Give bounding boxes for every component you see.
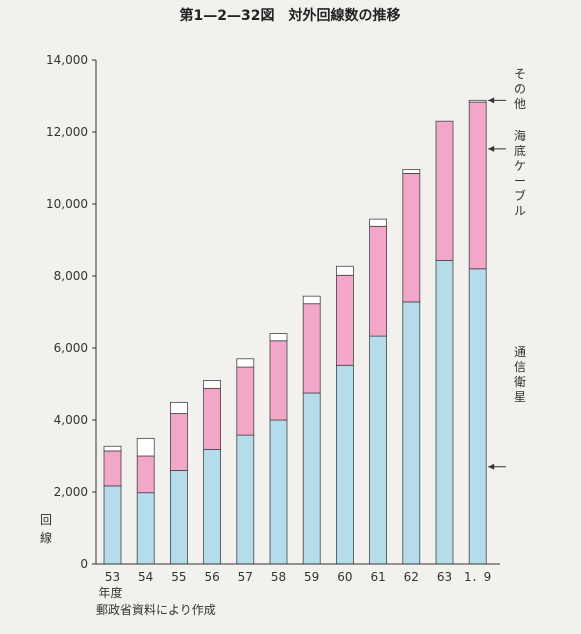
bar-segment <box>136 492 155 565</box>
x-tick-label: 55 <box>171 570 186 584</box>
legend-label-char: 星 <box>514 390 526 404</box>
bar-segment <box>302 303 321 394</box>
y-tick-label: 14,000 <box>46 53 88 67</box>
chart-title: 第1—2—32図 対外回線数の推移 <box>180 7 401 24</box>
source-note: 郵政省資料により作成 <box>96 603 216 617</box>
bar-segment <box>369 335 388 565</box>
bar-segment <box>103 485 122 565</box>
labels: 0 2,000 4,000 6,000 8,000 10,000 12,000 14,000 5… <box>40 53 526 617</box>
x-tick-label: 61 <box>370 570 385 584</box>
bar-segment <box>269 340 288 421</box>
bar-segment <box>269 333 288 342</box>
legend-label-char: 衛 <box>514 375 526 389</box>
bar-segment <box>169 469 188 565</box>
x-tick-label: 63 <box>437 570 452 584</box>
bar-segment <box>203 387 222 450</box>
bar-segment <box>169 401 188 414</box>
y-tick-label: 12,000 <box>46 125 88 139</box>
y-tick-label: 0 <box>80 557 88 571</box>
x-tick-label: 56 <box>204 570 219 584</box>
bar-segment <box>236 366 255 436</box>
x-tick-label: 53 <box>105 570 120 584</box>
bar-segment <box>269 419 288 565</box>
bar-segment <box>435 120 454 261</box>
x-tick-label: 54 <box>138 570 153 584</box>
y-tick-label: 2,000 <box>54 485 88 499</box>
bars <box>103 99 487 565</box>
bar-segment <box>402 169 421 174</box>
legend-label-char: の <box>514 82 526 96</box>
bar-segment <box>369 225 388 337</box>
bar-segment <box>203 379 222 389</box>
bar-segment <box>302 392 321 565</box>
bar-segment <box>468 99 487 103</box>
bar-segment <box>335 274 354 366</box>
legend-label-char: 信 <box>514 360 526 374</box>
legend-arrow <box>488 97 495 104</box>
bar-segment <box>369 218 388 227</box>
y-tick-label: 4,000 <box>54 413 88 427</box>
x-tick-label: 58 <box>271 570 286 584</box>
bar-segment <box>335 265 354 276</box>
x-tick-label: 57 <box>238 570 253 584</box>
legend-label-char: ル <box>514 204 526 218</box>
legend-label-char: ケ <box>514 159 526 173</box>
x-tick-label: 62 <box>404 570 419 584</box>
legend-label-char: そ <box>514 67 526 81</box>
y-tick-label: 6,000 <box>54 341 88 355</box>
bar-segment <box>402 172 421 303</box>
bar-segment <box>169 413 188 471</box>
bar-segment <box>103 450 122 487</box>
legend-arrow <box>488 463 495 470</box>
bar-segment <box>236 358 255 368</box>
bar-segment <box>103 445 122 452</box>
bar-segment <box>236 434 255 565</box>
bar-segment <box>302 295 321 305</box>
bar-segment <box>136 455 155 494</box>
axes <box>92 59 500 565</box>
bar-segment <box>203 449 222 565</box>
x-tick-label: 1．9 <box>464 570 491 584</box>
y-tick-label: 8,000 <box>54 269 88 283</box>
legend-label-char: ブ <box>514 188 526 203</box>
x-tick-label: 59 <box>304 570 319 584</box>
legend-label-char: 他 <box>514 97 526 111</box>
legend-label-char: 海 <box>514 128 526 143</box>
bar-segment <box>335 364 354 565</box>
legend-label-char: 底 <box>514 143 526 158</box>
bar-segment <box>468 101 487 270</box>
legend-label-char: ー <box>514 174 526 188</box>
y-axis-label-char: 回 <box>40 513 52 527</box>
y-axis-label-char: 線 <box>40 530 52 545</box>
bar-segment <box>136 437 155 457</box>
x-tick-label: 60 <box>337 570 352 584</box>
bar-segment <box>435 260 454 565</box>
bar-segment <box>402 301 421 565</box>
y-tick-label: 10,000 <box>46 197 88 211</box>
legend-arrow <box>488 145 495 152</box>
legend-label-char: 通 <box>514 345 526 359</box>
x-axis-suffix: 年度 <box>98 585 122 600</box>
bar-segment <box>468 268 487 565</box>
